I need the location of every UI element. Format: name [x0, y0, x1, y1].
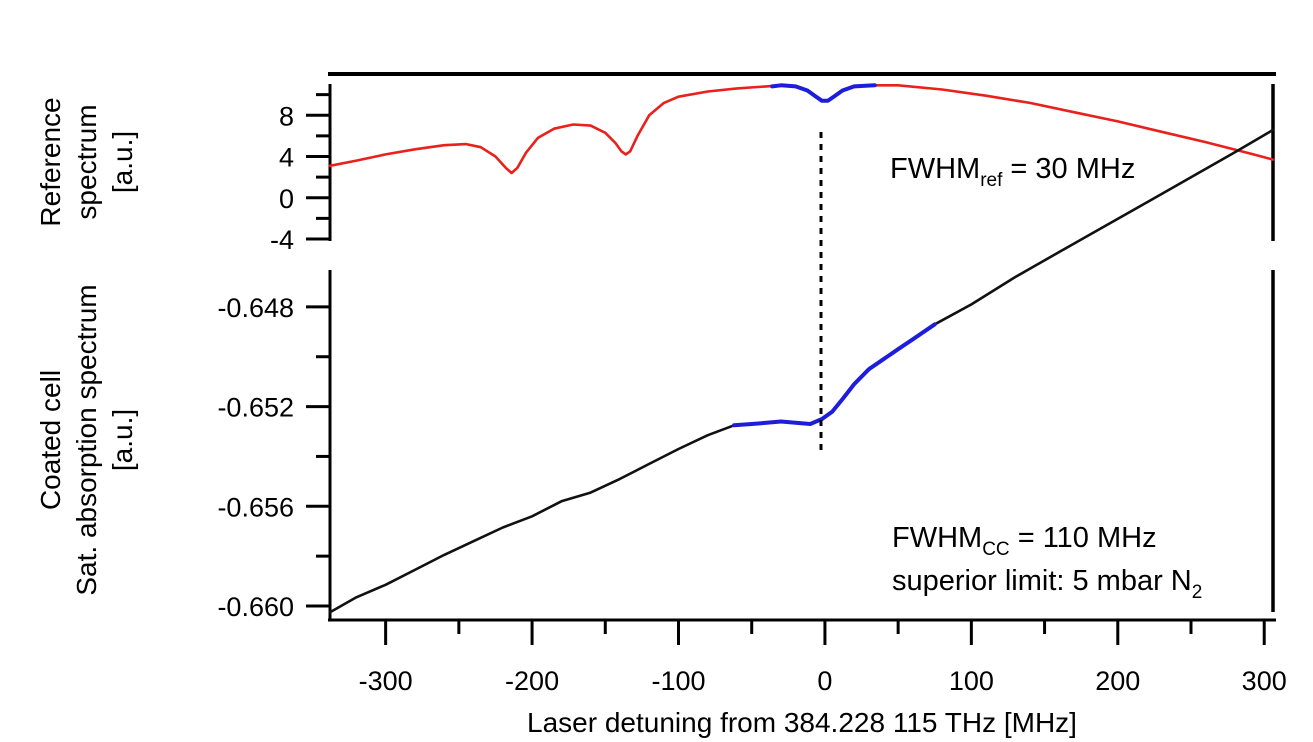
top-y-title-line-3: [a.u.]: [107, 131, 138, 193]
top-panel-series: [328, 83, 1275, 175]
panel-0-ytick-label: 4: [279, 143, 294, 173]
xtick-label: 200: [1095, 666, 1140, 696]
panel-1-ytick-label: -0.652: [217, 393, 294, 423]
fwhm-ref-main: FWHM: [890, 153, 980, 185]
xtick-label: 0: [817, 666, 832, 696]
panel-0-ytick-label: -4: [270, 225, 294, 255]
xtick-label: -200: [505, 666, 559, 696]
superior-limit-subscript: 2: [1192, 582, 1203, 603]
panel-0-series-0-line: [328, 84, 1275, 175]
bottom-y-title-line-3: [a.u.]: [107, 409, 138, 471]
panel-0-ytick-label: 8: [279, 101, 294, 131]
top-panel-y-title: Reference spectrum [a.u.]: [35, 97, 138, 226]
xtick-label: 300: [1242, 666, 1287, 696]
superior-limit-annotation: superior limit: 5 mbar N2: [892, 565, 1202, 603]
fwhm-ref-annotation: FWHMref = 30 MHz: [890, 153, 1135, 191]
panel-0-ytick-label: 0: [279, 184, 294, 214]
bottom-y-title-line-2: Sat. absorption spectrum: [71, 284, 102, 595]
fwhm-ref-value: = 30 MHz: [1002, 153, 1135, 185]
fwhm-cc-subscript: CC: [982, 539, 1009, 560]
fwhm-ref-subscript: ref: [980, 170, 1003, 191]
panel-0-series-1-line: [770, 83, 877, 103]
fwhm-cc-value: = 110 MHz: [1010, 522, 1157, 554]
x-axis-title: Laser detuning from 384.228 115 THz [MHz…: [527, 707, 1077, 738]
x-axis-ticks: -300 -200 -100 0 100 200 300: [359, 620, 1287, 696]
panel-1-ytick-label: -0.656: [217, 492, 294, 522]
bottom-y-title-line-1: Coated cell: [35, 370, 66, 510]
panel-1-ytick-label: -0.660: [217, 592, 294, 622]
xtick-label: 100: [949, 666, 994, 696]
superior-limit-main: superior limit: 5 mbar N: [892, 565, 1192, 597]
bottom-panel-series: [328, 128, 1275, 614]
panel-1-ytick-label: -0.648: [217, 293, 294, 323]
top-panel-y-ticks: -4 0 4 8: [270, 93, 330, 255]
top-y-title-line-1: Reference: [35, 97, 66, 226]
xtick-label: -300: [359, 666, 413, 696]
top-y-title-line-2: spectrum: [71, 104, 102, 219]
panel-1-series-1-line: [732, 322, 937, 428]
xtick-label: -100: [651, 666, 705, 696]
fwhm-cc-annotation: FWHMCC = 110 MHz: [892, 522, 1157, 560]
bottom-panel-y-title: Coated cell Sat. absorption spectrum [a.…: [35, 284, 138, 595]
bottom-panel-y-ticks: -0.648 -0.652 -0.656 -0.660: [217, 293, 330, 622]
fwhm-cc-main: FWHM: [892, 522, 982, 554]
